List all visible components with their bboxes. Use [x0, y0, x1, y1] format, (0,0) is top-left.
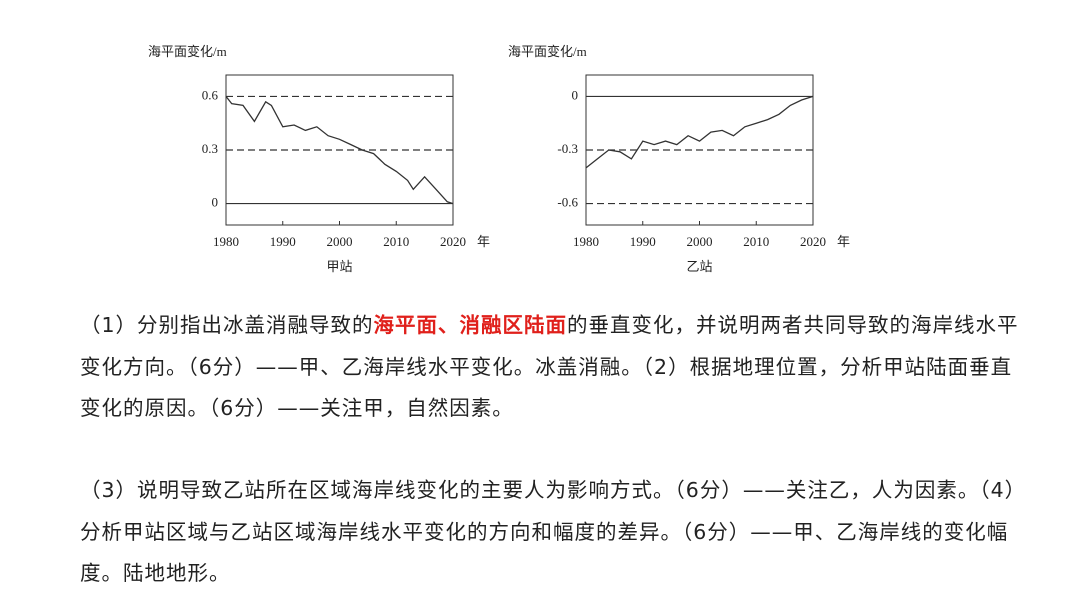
- x-tick-label: 1990: [270, 234, 296, 249]
- y-tick-label: -0.6: [557, 195, 578, 210]
- x-tick-label: 1980: [213, 234, 239, 249]
- x-tick-label: 2020: [440, 234, 466, 249]
- question-paragraph: （1）分别指出冰盖消融导致的海平面、消融区陆面的垂直变化，并说明两者共同导致的海…: [80, 305, 1020, 430]
- y-axis-label: 海平面变化/m: [148, 44, 227, 59]
- y-axis-label: 海平面变化/m: [508, 44, 587, 59]
- text: （1）分别指出冰盖消融导致的: [80, 313, 374, 337]
- charts: 海平面变化/m 0 0.3 0.6 1980 1990 2000 2010 2020 年甲站 海平面…: [148, 44, 850, 274]
- x-tick-label: 2010: [383, 234, 409, 249]
- y-tick-label: 0.6: [202, 87, 219, 102]
- x-tick-label: 1980: [573, 234, 599, 249]
- x-axis-label: 年: [477, 234, 490, 249]
- sea-level-line: [585, 95, 814, 169]
- y-tick-label: 0: [572, 87, 579, 102]
- text: 的垂直变化，并说明两者共同导致的海岸线水平变化方向。（6分）——甲、乙海岸线水平…: [80, 313, 1019, 420]
- y-tick-label: 0.3: [202, 141, 218, 156]
- chart-caption: 甲站: [326, 259, 352, 274]
- highlight-text: 海平面、消融区陆面: [373, 313, 568, 337]
- text: （3）说明导致乙站所在区域海岸线变化的主要人为影响方式。（6分）——关注乙，人为…: [80, 478, 1016, 585]
- x-tick-label: 2010: [743, 234, 769, 249]
- sea-level-line: [225, 95, 454, 205]
- y-tick-label: 0: [212, 195, 219, 210]
- x-tick-label: 1990: [630, 234, 656, 249]
- y-tick-label: -0.3: [557, 141, 578, 156]
- chart-caption: 乙站: [686, 259, 712, 274]
- x-axis-label: 年: [837, 234, 850, 249]
- x-tick-label: 2000: [687, 234, 713, 249]
- x-tick-label: 2000: [327, 234, 353, 249]
- question-paragraph: （3）说明导致乙站所在区域海岸线变化的主要人为影响方式。（6分）——关注乙，人为…: [80, 470, 1020, 595]
- x-tick-label: 2020: [800, 234, 826, 249]
